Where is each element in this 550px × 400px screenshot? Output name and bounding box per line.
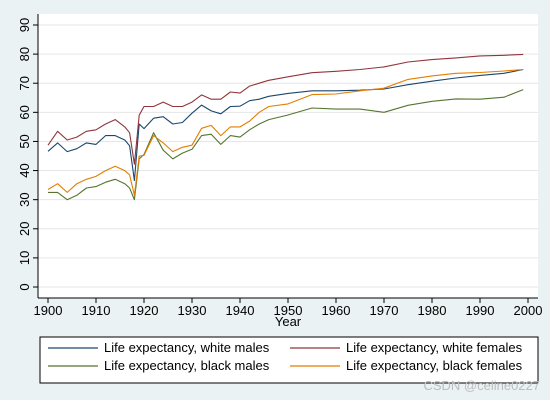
y-tick-label: 20 [17, 222, 32, 236]
series-line-1 [47, 68, 524, 182]
watermark-text: CSDN @celine0227 [423, 378, 540, 393]
legend: Life expectancy, white males Life expecta… [39, 336, 539, 384]
x-tick-label: 1970 [370, 303, 399, 318]
legend-label-3: Life expectancy, black males [104, 358, 270, 373]
y-tick-label: 70 [17, 76, 32, 90]
gridlines [38, 24, 538, 288]
y-tick-label: 10 [17, 251, 32, 265]
y-tick-label: 30 [17, 192, 32, 206]
y-tick-label: 0 [17, 283, 32, 290]
x-axis-title: Year [275, 314, 302, 329]
x-tick-label: 1990 [466, 303, 495, 318]
x-tick-label: 1950 [274, 303, 303, 318]
y-tick-label: 90 [17, 18, 32, 32]
legend-label-2: Life expectancy, white females [346, 340, 523, 355]
series-line-4 [47, 68, 524, 196]
y-tick-label: 50 [17, 134, 32, 148]
x-tick-label: 1910 [82, 303, 111, 318]
x-tick-label: 1960 [322, 303, 351, 318]
series-lines [47, 53, 524, 201]
y-tick-label: 80 [17, 47, 32, 61]
legend-label-1: Life expectancy, white males [104, 340, 270, 355]
series-line-3 [48, 89, 524, 201]
plot-background [38, 14, 538, 298]
y-tick-label: 40 [17, 163, 32, 177]
ticks: 0 10 20 30 40 50 60 70 80 90 1900 1910 1920 1930 1940 1… [17, 18, 542, 318]
legend-label-4: Life expectancy, black females [346, 358, 523, 373]
legend-box [39, 336, 539, 384]
x-tick-label: 2000 [514, 303, 543, 318]
x-tick-label: 1900 [34, 303, 63, 318]
x-tick-label: 1940 [226, 303, 255, 318]
series-line-2 [47, 53, 524, 165]
x-tick-label: 1920 [130, 303, 159, 318]
x-tick-label: 1930 [178, 303, 207, 318]
x-tick-label: 1980 [418, 303, 447, 318]
y-tick-label: 60 [17, 105, 32, 119]
